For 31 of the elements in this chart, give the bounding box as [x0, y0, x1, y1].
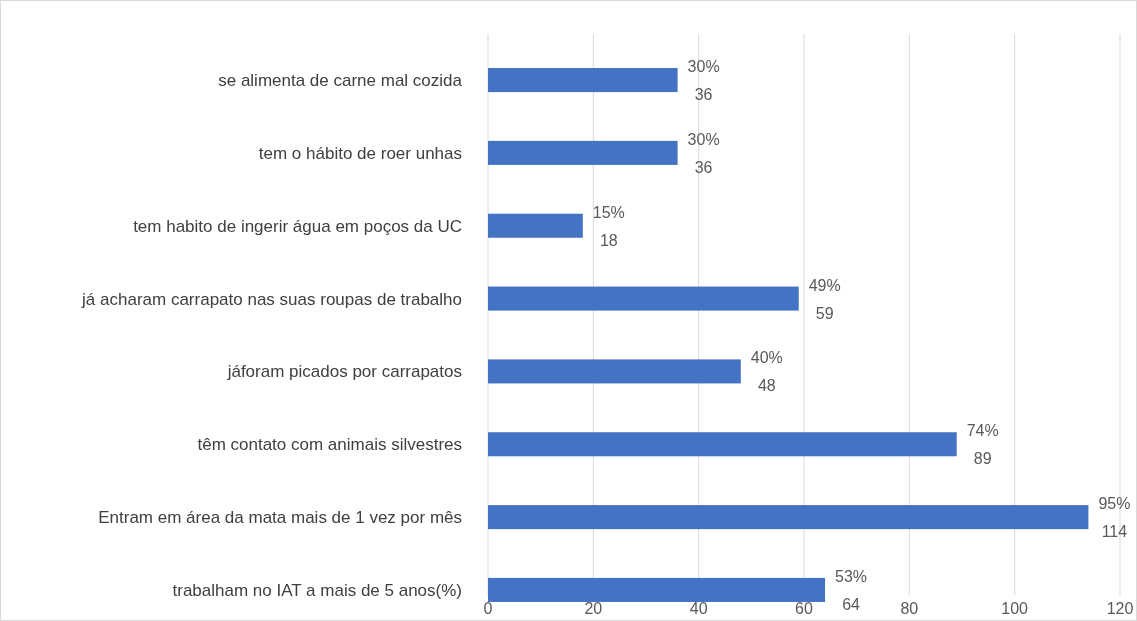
data-label: 15% 18	[592, 203, 625, 249]
bar	[488, 213, 583, 238]
x-tick-label: 100	[1001, 600, 1029, 617]
x-tick-label: 80	[900, 600, 919, 617]
y-tick-label: têm contato com animais silvestres	[197, 435, 462, 455]
y-tick-label: jáforam picados por carrapatos	[226, 362, 462, 382]
bar	[488, 577, 826, 602]
x-tick-label: 40	[689, 600, 708, 617]
x-tick-label: 0	[483, 600, 493, 617]
x-tick-label: 60	[795, 600, 813, 617]
data-label: 74% 89	[966, 422, 999, 468]
y-tick-label: tem o hábito de roer unhas	[258, 143, 462, 163]
y-tick-label: Entram em área da mata mais de 1 vez por mês	[98, 508, 462, 528]
data-label: 40% 48	[750, 349, 783, 395]
data-label: 95% 114	[1098, 495, 1131, 541]
y-tick-label: já acharam carrapato nas suas roupas de trabalho	[81, 289, 462, 309]
bar	[488, 505, 1089, 530]
bar	[488, 432, 957, 457]
data-label: 30% 36	[687, 58, 720, 104]
data-label: 30% 36	[687, 130, 720, 176]
bar	[488, 140, 678, 165]
y-tick-label: trabalham no IAT a mais de 5 anos(%)	[172, 580, 462, 600]
data-label: 53% 64	[835, 567, 868, 613]
bar	[488, 68, 678, 93]
bar	[488, 286, 799, 311]
x-tick-label: 20	[584, 600, 603, 617]
y-tick-label: se alimenta de carne mal cozida	[218, 71, 463, 91]
y-tick-label: tem habito de ingerir água em poços da UC	[133, 216, 462, 236]
data-label: 49% 59	[808, 276, 841, 322]
x-tick-label: 120	[1106, 600, 1134, 617]
bar	[488, 359, 741, 384]
